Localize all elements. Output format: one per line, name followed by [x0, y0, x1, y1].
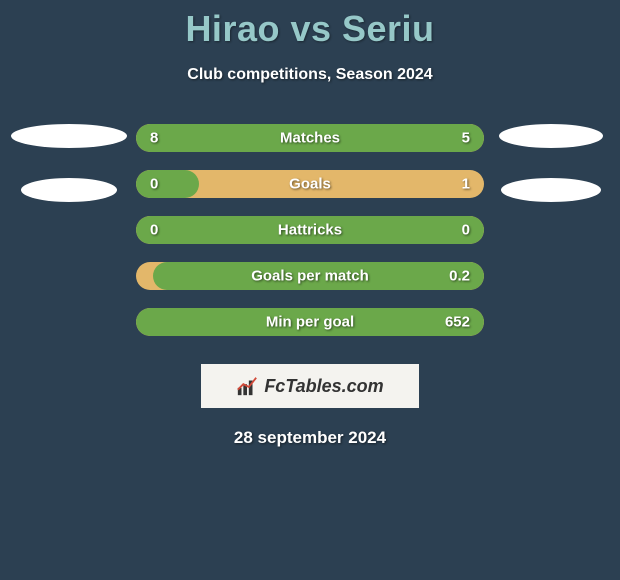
stat-label: Hattricks [278, 222, 342, 239]
footer-date: 28 september 2024 [0, 428, 620, 448]
right-avatar-column [492, 124, 610, 202]
logo-chart-icon [236, 375, 258, 397]
left-ellipse-0 [11, 124, 127, 148]
left-avatar-column [10, 124, 128, 202]
stat-bar-3: Goals per match 0.2 [136, 262, 484, 290]
stat-bar-0: 8 Matches 5 [136, 124, 484, 152]
right-ellipse-1 [501, 178, 601, 202]
stat-right-value: 1 [462, 176, 470, 193]
subtitle: Club competitions, Season 2024 [0, 66, 620, 84]
stat-right-value: 0 [462, 222, 470, 239]
stat-bars: 8 Matches 5 0 Goals 1 0 Hattricks 0 Goals per mat… [136, 124, 484, 336]
stat-left-value: 0 [150, 176, 158, 193]
stat-label: Goals [289, 176, 331, 193]
page-title: Hirao vs Seriu [0, 0, 620, 50]
stat-left-value: 0 [150, 222, 158, 239]
left-ellipse-1 [21, 178, 117, 202]
stat-left-value: 8 [150, 130, 158, 147]
stat-right-value: 5 [462, 130, 470, 147]
stat-bar-2: 0 Hattricks 0 [136, 216, 484, 244]
stat-label: Min per goal [266, 314, 354, 331]
stat-right-value: 0.2 [449, 268, 470, 285]
comparison-row: 8 Matches 5 0 Goals 1 0 Hattricks 0 Goals per mat… [0, 124, 620, 336]
stat-right-value: 652 [445, 314, 470, 331]
logo-text: FcTables.com [264, 376, 383, 397]
right-ellipse-0 [499, 124, 603, 148]
stat-bar-1: 0 Goals 1 [136, 170, 484, 198]
stat-bar-4: Min per goal 652 [136, 308, 484, 336]
stat-bar-fill [136, 170, 199, 198]
logo-box: FcTables.com [201, 364, 419, 408]
stat-label: Goals per match [251, 268, 369, 285]
stat-label: Matches [280, 130, 340, 147]
